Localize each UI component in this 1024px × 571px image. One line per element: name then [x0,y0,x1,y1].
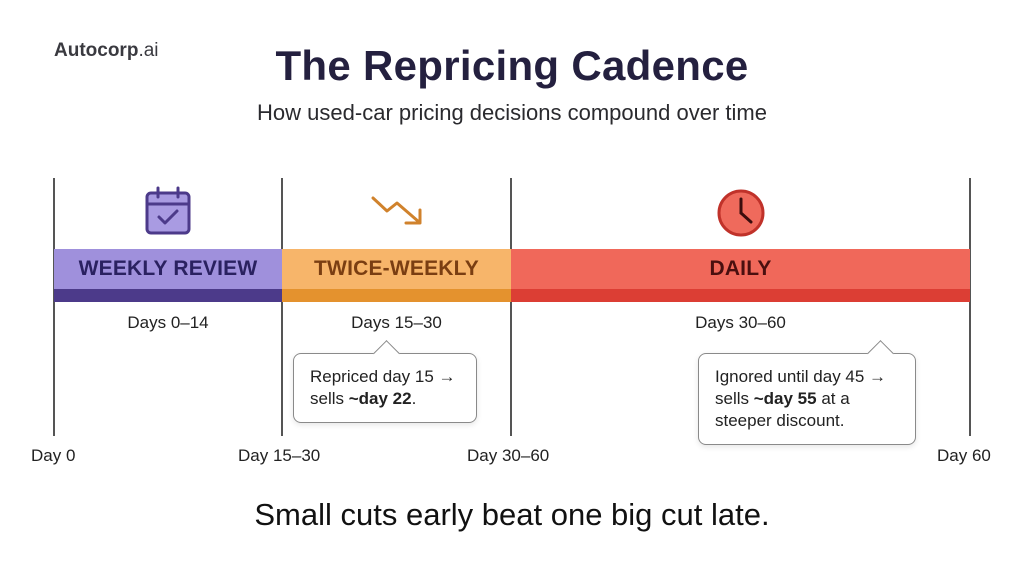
tick-day-0: Day 0 [31,446,76,465]
phase-band-twice-weekly: TWICE-WEEKLY [282,249,511,302]
callout-highlight: ~day 22 [348,389,412,408]
divider-day-30 [510,178,512,436]
page-title: The Repricing Cadence [275,42,749,89]
page-subtitle: How used-car pricing decisions compound … [257,100,767,125]
callout-late-repricing: Ignored until day 45 → sells ~day 55 at … [698,340,916,445]
phase-band-weekly-review: WEEKLY REVIEW [54,249,282,302]
phase-range-daily: Days 30–60 [695,313,786,332]
divider-day-60 [969,178,971,436]
divider-day-0 [53,178,55,436]
phase-range-twice-weekly: Days 15–30 [351,313,442,332]
phase-accent-bar [54,289,282,302]
brand-name-bold: Autocorp [54,40,139,61]
tick-day-15-30: Day 15–30 [238,446,321,465]
callout-early-repricing: Repriced day 15 → sells ~day 22. [293,340,477,423]
clock-icon [717,189,765,237]
phase-range-weekly: Days 0–14 [127,313,209,332]
tagline: Small cuts early beat one big cut late. [254,497,770,532]
phase-label-twice-weekly: TWICE-WEEKLY [282,249,511,289]
phase-band-daily: DAILY [511,249,970,302]
brand-logo: Autocorp.ai [54,40,159,62]
phase-accent-bar [282,289,511,302]
tick-day-30-60: Day 30–60 [467,446,550,465]
trending-down-arrow-icon [371,196,422,225]
callout-highlight: ~day 55 [753,389,817,408]
callout-text-end: at a steeper discount. [715,389,850,430]
callout-text: Repriced day 15 → sells [310,367,456,408]
calendar-check-icon [145,186,191,235]
phase-label-daily: DAILY [511,249,970,289]
divider-day-15 [281,178,283,436]
callout-text-end: . [411,389,417,408]
tick-day-60: Day 60 [937,446,991,465]
callout-pointer [373,340,400,367]
phase-accent-bar [511,289,970,302]
brand-name-suffix: .ai [138,40,159,61]
phase-label-weekly-review: WEEKLY REVIEW [54,249,282,289]
callout-text: Ignored until day 45 → sells [715,367,887,408]
callout-pointer [867,340,894,367]
